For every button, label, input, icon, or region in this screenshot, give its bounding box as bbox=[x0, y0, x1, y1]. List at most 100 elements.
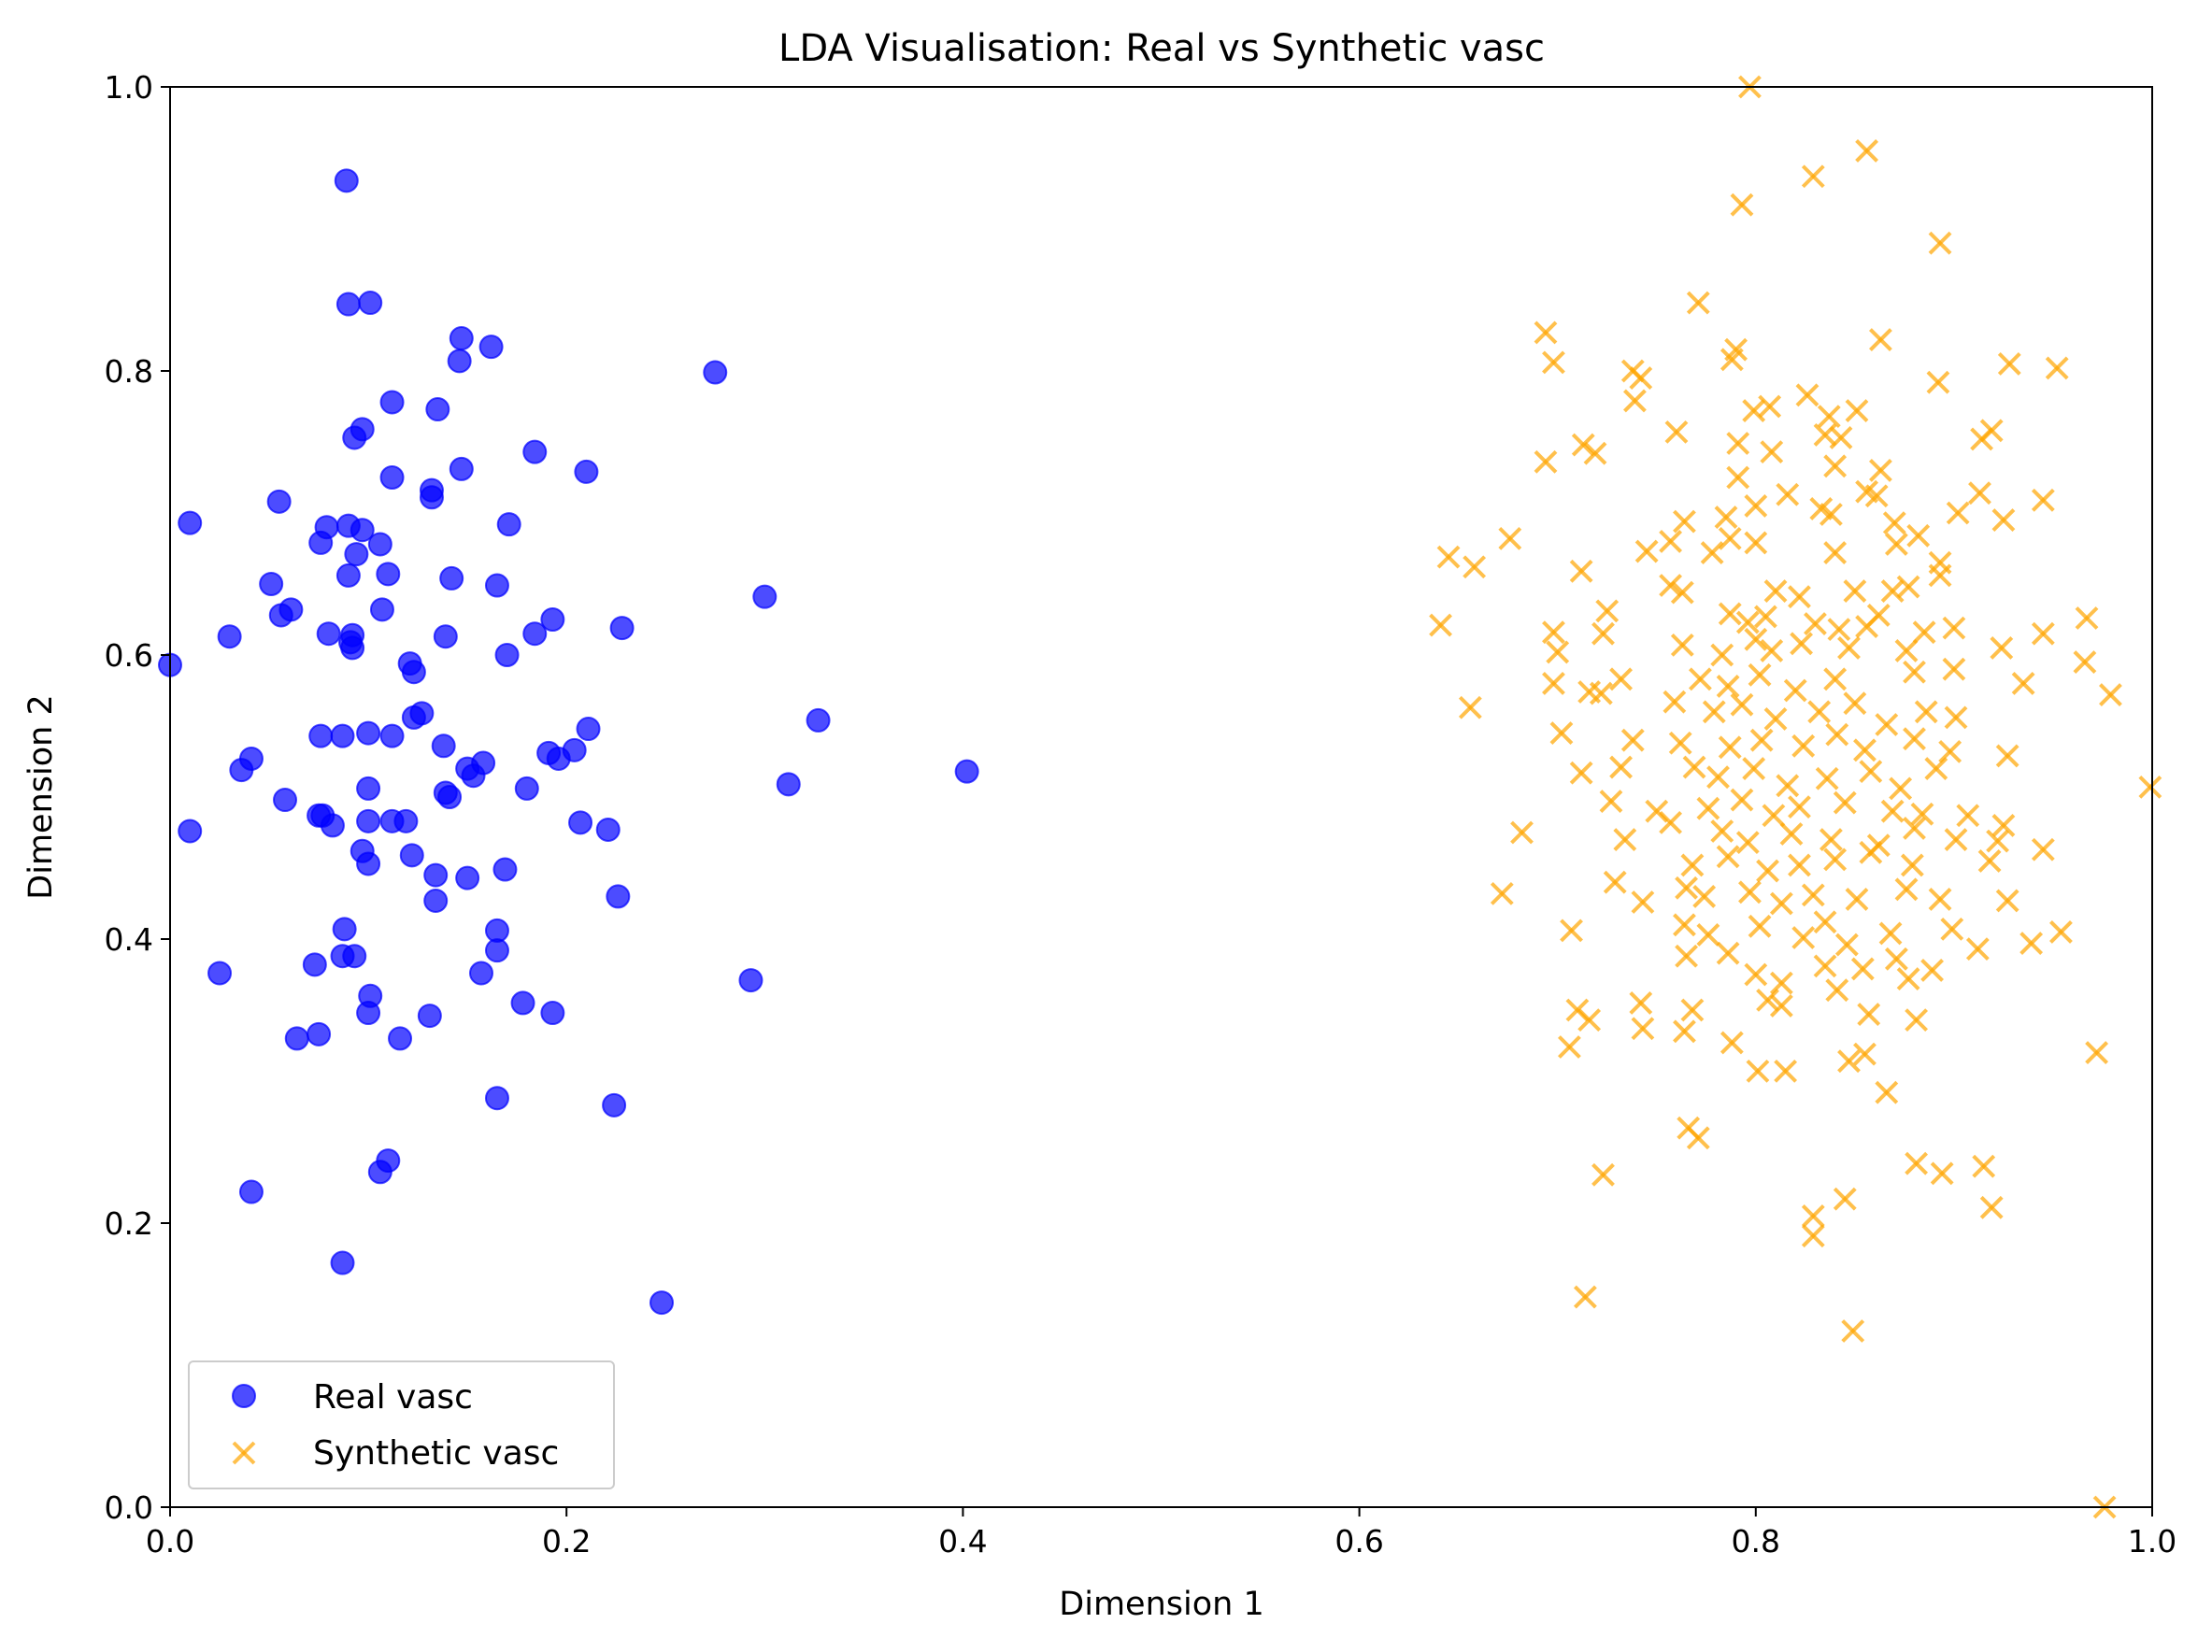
data-point-synthetic-44 bbox=[1714, 506, 1738, 529]
data-point-real-84 bbox=[423, 862, 449, 888]
data-point-synthetic-35 bbox=[1864, 484, 1889, 508]
data-point-real-10 bbox=[342, 425, 367, 450]
data-point-synthetic-192 bbox=[1675, 944, 1698, 968]
x-tick-label: 0.0 bbox=[146, 1523, 194, 1559]
data-point-synthetic-136 bbox=[1889, 776, 1913, 801]
data-point-synthetic-213 bbox=[1631, 1017, 1655, 1041]
data-point-synthetic-122 bbox=[1791, 733, 1816, 758]
data-point-real-88 bbox=[606, 884, 631, 909]
data-point-real-112 bbox=[649, 1290, 675, 1316]
data-point-synthetic-112 bbox=[1807, 700, 1832, 724]
y-tick-label: 0.0 bbox=[105, 1489, 153, 1526]
data-point-synthetic-80 bbox=[1912, 620, 1936, 645]
data-point-synthetic-194 bbox=[1813, 954, 1837, 978]
data-point-synthetic-4 bbox=[1928, 231, 1952, 255]
data-point-real-89 bbox=[332, 917, 357, 942]
data-point-synthetic-36 bbox=[1968, 481, 1991, 506]
data-point-real-86 bbox=[492, 857, 518, 882]
data-point-synthetic-97 bbox=[1748, 662, 1772, 687]
data-point-synthetic-28 bbox=[1829, 426, 1853, 449]
data-point-synthetic-65 bbox=[1788, 585, 1811, 609]
data-point-synthetic-54 bbox=[1884, 533, 1908, 556]
data-point-real-34 bbox=[369, 597, 394, 622]
data-point-synthetic-206 bbox=[1629, 990, 1653, 1015]
data-point-synthetic-124 bbox=[1853, 738, 1877, 762]
data-point-real-65 bbox=[776, 772, 801, 797]
data-point-synthetic-173 bbox=[1675, 876, 1698, 900]
data-point-real-105 bbox=[388, 1026, 413, 1051]
data-point-synthetic-115 bbox=[1914, 700, 1938, 724]
data-point-synthetic-144 bbox=[1788, 795, 1811, 819]
data-point-real-52 bbox=[330, 723, 355, 748]
data-point-real-50 bbox=[806, 707, 831, 733]
data-point-synthetic-43 bbox=[1673, 509, 1696, 534]
data-point-synthetic-151 bbox=[1613, 828, 1637, 852]
plot-area-frame bbox=[169, 86, 2153, 1508]
data-point-synthetic-32 bbox=[1823, 454, 1848, 478]
data-point-real-85 bbox=[455, 865, 480, 890]
data-point-real-24 bbox=[367, 532, 392, 557]
data-point-synthetic-117 bbox=[1549, 721, 1574, 746]
data-point-real-58 bbox=[471, 750, 496, 776]
data-point-synthetic-114 bbox=[1875, 713, 1899, 736]
data-point-synthetic-17 bbox=[1742, 399, 1766, 422]
data-point-synthetic-190 bbox=[2049, 919, 2073, 944]
data-point-synthetic-20 bbox=[1817, 405, 1841, 429]
data-point-synthetic-156 bbox=[1819, 828, 1843, 852]
data-point-synthetic-71 bbox=[1591, 621, 1615, 646]
data-point-real-104 bbox=[307, 1021, 332, 1047]
data-point-synthetic-8 bbox=[1542, 350, 1565, 375]
data-point-synthetic-83 bbox=[2075, 606, 2099, 630]
data-point-synthetic-61 bbox=[1928, 550, 1952, 575]
data-point-synthetic-64 bbox=[1763, 579, 1788, 604]
data-point-synthetic-158 bbox=[1903, 817, 1926, 840]
data-point-synthetic-100 bbox=[1903, 660, 1926, 684]
data-point-synthetic-170 bbox=[1490, 881, 1514, 905]
data-point-synthetic-232 bbox=[1573, 1285, 1597, 1309]
data-point-synthetic-68 bbox=[1896, 575, 1920, 599]
data-point-synthetic-219 bbox=[1774, 1059, 1798, 1083]
data-point-synthetic-118 bbox=[1620, 728, 1645, 752]
data-point-synthetic-104 bbox=[2099, 683, 2122, 706]
data-point-real-72 bbox=[178, 819, 203, 844]
data-point-synthetic-15 bbox=[1926, 370, 1950, 394]
data-point-real-97 bbox=[738, 968, 763, 993]
data-point-real-96 bbox=[468, 961, 493, 986]
data-point-synthetic-155 bbox=[1779, 822, 1804, 846]
data-point-synthetic-134 bbox=[1815, 766, 1839, 790]
data-point-synthetic-109 bbox=[1702, 700, 1726, 724]
data-point-synthetic-228 bbox=[1591, 1162, 1615, 1187]
data-point-synthetic-25 bbox=[1726, 432, 1750, 455]
y-axis-label: Dimension 2 bbox=[22, 694, 60, 899]
data-point-synthetic-107 bbox=[1589, 681, 1613, 705]
data-point-synthetic-113 bbox=[1843, 691, 1867, 716]
data-point-synthetic-203 bbox=[1896, 967, 1920, 990]
data-point-synthetic-201 bbox=[1769, 971, 1793, 995]
data-point-synthetic-133 bbox=[1776, 774, 1800, 798]
data-point-synthetic-164 bbox=[1756, 859, 1779, 883]
chart-title: LDA Visualisation: Real vs Synthetic vas… bbox=[778, 27, 1545, 70]
data-point-synthetic-6 bbox=[1534, 320, 1558, 345]
data-point-real-42 bbox=[609, 616, 635, 641]
data-point-synthetic-126 bbox=[1938, 739, 1962, 763]
data-point-synthetic-93 bbox=[1542, 671, 1565, 695]
data-point-synthetic-76 bbox=[1804, 612, 1827, 635]
data-point-synthetic-168 bbox=[1900, 853, 1924, 877]
data-point-synthetic-143 bbox=[1762, 804, 1786, 828]
data-point-synthetic-180 bbox=[1928, 888, 1952, 911]
data-point-synthetic-179 bbox=[1894, 877, 1919, 902]
data-point-real-100 bbox=[356, 1001, 381, 1026]
data-point-synthetic-82 bbox=[2031, 621, 2055, 646]
data-point-synthetic-197 bbox=[1920, 959, 1944, 982]
data-point-synthetic-125 bbox=[1903, 727, 1926, 751]
data-point-synthetic-145 bbox=[1833, 790, 1857, 815]
data-point-synthetic-88 bbox=[1760, 639, 1784, 662]
data-point-real-18 bbox=[178, 510, 203, 535]
data-point-real-75 bbox=[320, 813, 345, 838]
data-point-synthetic-159 bbox=[1944, 828, 1968, 852]
data-point-synthetic-7 bbox=[1869, 328, 1892, 351]
data-point-synthetic-26 bbox=[1760, 440, 1784, 464]
data-point-real-79 bbox=[568, 810, 593, 835]
data-point-synthetic-127 bbox=[1995, 744, 2019, 768]
